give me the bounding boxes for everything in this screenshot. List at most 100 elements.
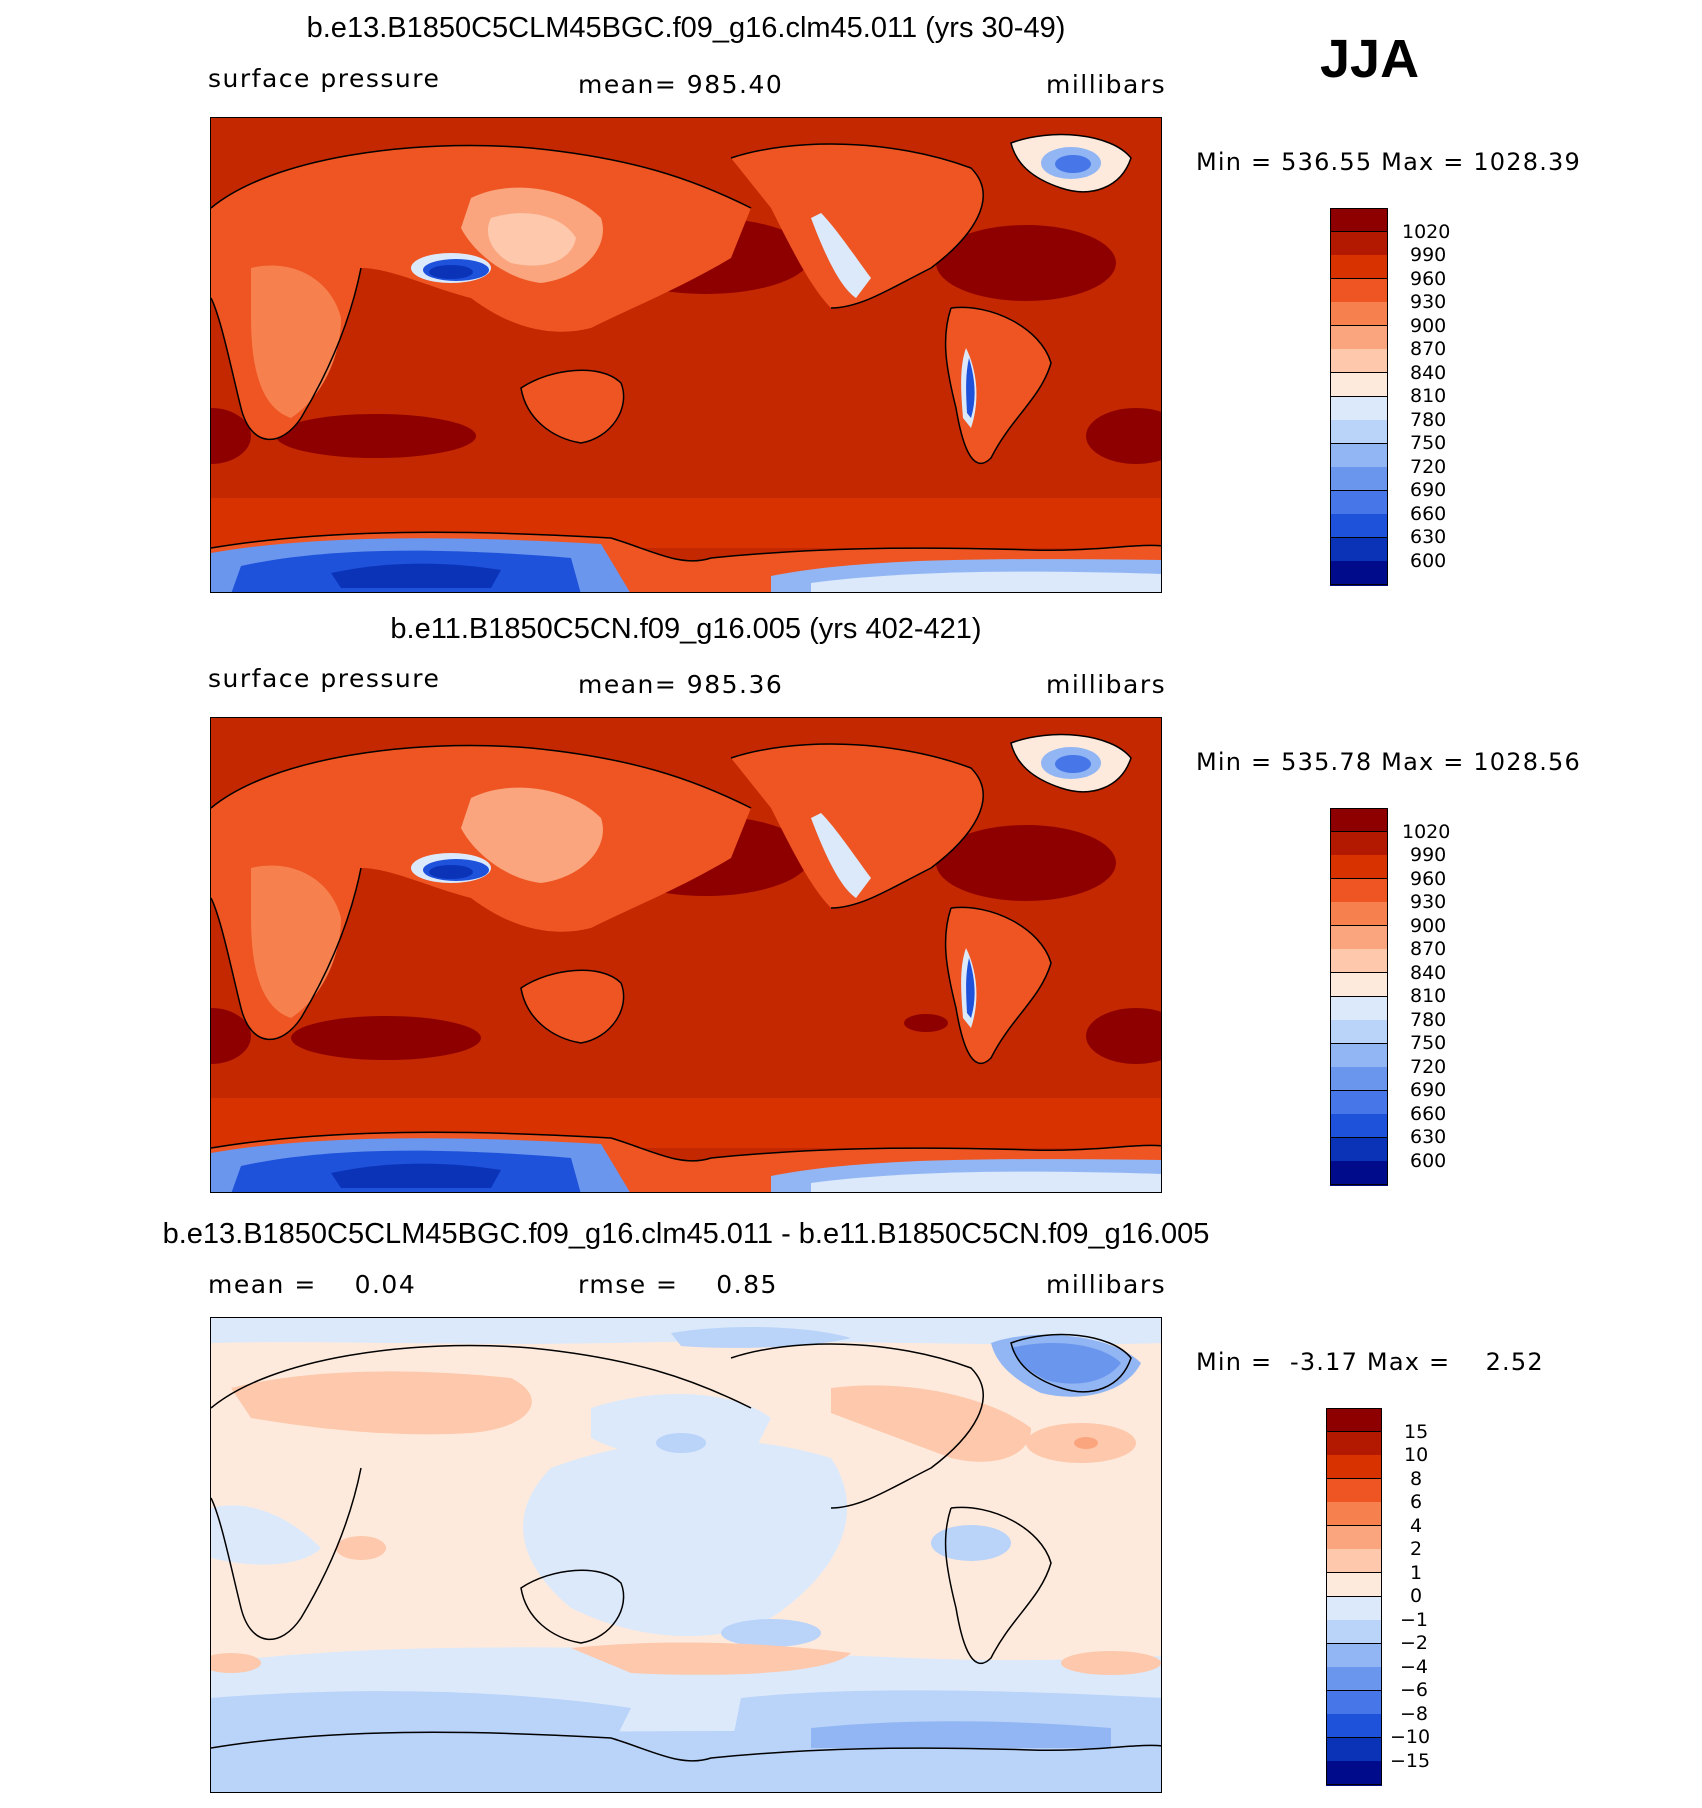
panel-1-colorbar-swatch bbox=[1330, 467, 1388, 492]
panel-3-colorbar-swatch bbox=[1326, 1455, 1382, 1480]
panel-1-colorbar-swatch bbox=[1330, 302, 1388, 327]
panel-1-colorbar-label: 1020 bbox=[1402, 221, 1451, 243]
panel-1-colorbar-swatch bbox=[1330, 255, 1388, 280]
panel-1-colorbar-label: 780 bbox=[1410, 409, 1447, 431]
panel-1-colorbar-swatch bbox=[1330, 514, 1388, 539]
panel-2-colorbar-swatch bbox=[1330, 972, 1388, 997]
panel-1-colorbar-swatch bbox=[1330, 231, 1388, 256]
panel-2-colorbar-label: 660 bbox=[1410, 1103, 1447, 1125]
panel-2-colorbar-label: 870 bbox=[1410, 938, 1447, 960]
panel-3-contour-plot bbox=[211, 1318, 1161, 1792]
panel-2-colorbar-frame bbox=[1330, 808, 1388, 1185]
panel-2-colorbar-label: 900 bbox=[1410, 915, 1447, 937]
panel-2-colorbar-swatch bbox=[1330, 1161, 1388, 1186]
panel-3-colorbar-frame bbox=[1326, 1408, 1382, 1785]
panel-2-colorbar-swatch bbox=[1330, 1090, 1388, 1115]
panel-2-map bbox=[210, 717, 1162, 1193]
panel-2-title: b.e11.B1850C5CN.f09_g16.005 (yrs 402-421… bbox=[390, 613, 982, 645]
panel-3-colorbar-label: −4 bbox=[1400, 1656, 1429, 1678]
panel-1-colorbar-label: 720 bbox=[1410, 456, 1447, 478]
panel-3-minmax: Min = -3.17 Max = 2.52 bbox=[1196, 1348, 1544, 1376]
panel-3-colorbar-label: −2 bbox=[1400, 1632, 1429, 1654]
panel-2-colorbar-label: 840 bbox=[1410, 962, 1447, 984]
panel-2-colorbar-swatch bbox=[1330, 1020, 1388, 1045]
panel-3-colorbar-swatch bbox=[1326, 1549, 1382, 1574]
panel-2-colorbar-label: 780 bbox=[1410, 1009, 1447, 1031]
panel-3-colorbar-swatch bbox=[1326, 1643, 1382, 1668]
panel-1-contour-plot bbox=[211, 118, 1161, 592]
panel-2-contour-plot bbox=[211, 718, 1161, 1192]
panel-3-units-label: millibars bbox=[1046, 1270, 1167, 1299]
panel-2-colorbar-swatch bbox=[1330, 1137, 1388, 1162]
panel-1-colorbar-label: 630 bbox=[1410, 526, 1447, 548]
panel-3-colorbar-label: 15 bbox=[1404, 1421, 1429, 1443]
panel-3-title: b.e13.B1850C5CLM45BGC.f09_g16.clm45.011 … bbox=[162, 1218, 1210, 1250]
panel-2-colorbar-swatch bbox=[1330, 808, 1388, 833]
panel-3-colorbar-swatch bbox=[1326, 1714, 1382, 1739]
panel-2-colorbar-label: 960 bbox=[1410, 868, 1447, 890]
panel-2-colorbar-label: 690 bbox=[1410, 1079, 1447, 1101]
panel-2-colorbar-swatch bbox=[1330, 925, 1388, 950]
panel-3-colorbar-label: 0 bbox=[1410, 1585, 1423, 1607]
panel-3-colorbar-swatch bbox=[1326, 1502, 1382, 1527]
panel-1-colorbar-swatch bbox=[1330, 420, 1388, 445]
panel-3-colorbar-label: 6 bbox=[1410, 1491, 1423, 1513]
panel-2-colorbar-label: 990 bbox=[1410, 844, 1447, 866]
panel-1-title: b.e13.B1850C5CLM45BGC.f09_g16.clm45.011 … bbox=[306, 12, 1066, 44]
panel-3-colorbar-label: 8 bbox=[1410, 1468, 1423, 1490]
panel-1-colorbar-swatch bbox=[1330, 349, 1388, 374]
panel-1-map bbox=[210, 117, 1162, 593]
panel-1-colorbar-swatch bbox=[1330, 537, 1388, 562]
panel-1-colorbar-label: 600 bbox=[1410, 550, 1447, 572]
panel-2-units-label: millibars bbox=[1046, 670, 1167, 699]
panel-3-colorbar-label: 4 bbox=[1410, 1515, 1423, 1537]
panel-3-colorbar-swatch bbox=[1326, 1572, 1382, 1597]
panel-2-colorbar-swatch bbox=[1330, 902, 1388, 927]
panel-3-colorbar-swatch bbox=[1326, 1478, 1382, 1503]
panel-3-colorbar-label: −1 bbox=[1400, 1609, 1429, 1631]
panel-1-colorbar-label: 690 bbox=[1410, 479, 1447, 501]
panel-2-colorbar-label: 630 bbox=[1410, 1126, 1447, 1148]
panel-3-colorbar-label: 1 bbox=[1410, 1562, 1423, 1584]
panel-2-colorbar-label: 1020 bbox=[1402, 821, 1451, 843]
panel-2-colorbar-swatch bbox=[1330, 996, 1388, 1021]
panel-1-colorbar-swatch bbox=[1330, 490, 1388, 515]
panel-3-colorbar-label: −15 bbox=[1390, 1750, 1431, 1772]
panel-3-colorbar-label: −6 bbox=[1400, 1679, 1429, 1701]
panel-3-colorbar-label: 10 bbox=[1404, 1444, 1429, 1466]
panel-2-mean-label: mean= 985.36 bbox=[578, 670, 784, 699]
panel-2-variable-label: surface pressure bbox=[208, 664, 441, 693]
panel-2-colorbar-label: 720 bbox=[1410, 1056, 1447, 1078]
panel-1-variable-label: surface pressure bbox=[208, 64, 441, 93]
panel-1-colorbar-swatch bbox=[1330, 325, 1388, 350]
panel-2-minmax: Min = 535.78 Max = 1028.56 bbox=[1196, 748, 1581, 776]
panel-2-colorbar-swatch bbox=[1330, 949, 1388, 974]
panel-3-rmse-label: rmse = 0.85 bbox=[578, 1270, 778, 1299]
panel-1-colorbar-frame bbox=[1330, 208, 1388, 585]
panel-3-map bbox=[210, 1317, 1162, 1793]
panel-2-colorbar-swatch bbox=[1330, 1114, 1388, 1139]
panel-1-colorbar-swatch bbox=[1330, 396, 1388, 421]
panel-1-colorbar-swatch bbox=[1330, 443, 1388, 468]
panel-1-colorbar-label: 930 bbox=[1410, 291, 1447, 313]
panel-2-colorbar-swatch bbox=[1330, 855, 1388, 880]
panel-2-colorbar-swatch bbox=[1330, 1043, 1388, 1068]
panel-1-colorbar-label: 870 bbox=[1410, 338, 1447, 360]
panel-1-colorbar-label: 750 bbox=[1410, 432, 1447, 454]
panel-3-colorbar-swatch bbox=[1326, 1761, 1382, 1786]
panel-1-units-label: millibars bbox=[1046, 70, 1167, 99]
panel-3-mean-label: mean = 0.04 bbox=[208, 1270, 417, 1299]
panel-1-colorbar-label: 960 bbox=[1410, 268, 1447, 290]
panel-1-colorbar-label: 900 bbox=[1410, 315, 1447, 337]
panel-2-colorbar-label: 810 bbox=[1410, 985, 1447, 1007]
panel-2-colorbar-swatch bbox=[1330, 878, 1388, 903]
panel-2-colorbar-label: 750 bbox=[1410, 1032, 1447, 1054]
panel-1-colorbar-label: 660 bbox=[1410, 503, 1447, 525]
panel-3-colorbar-swatch bbox=[1326, 1620, 1382, 1645]
panel-3-colorbar-swatch bbox=[1326, 1525, 1382, 1550]
panel-3-colorbar-label: −10 bbox=[1390, 1726, 1431, 1748]
panel-2-colorbar-swatch bbox=[1330, 1067, 1388, 1092]
panel-3-colorbar-swatch bbox=[1326, 1408, 1382, 1433]
panel-1-colorbar-label: 810 bbox=[1410, 385, 1447, 407]
panel-1-colorbar-swatch bbox=[1330, 561, 1388, 586]
